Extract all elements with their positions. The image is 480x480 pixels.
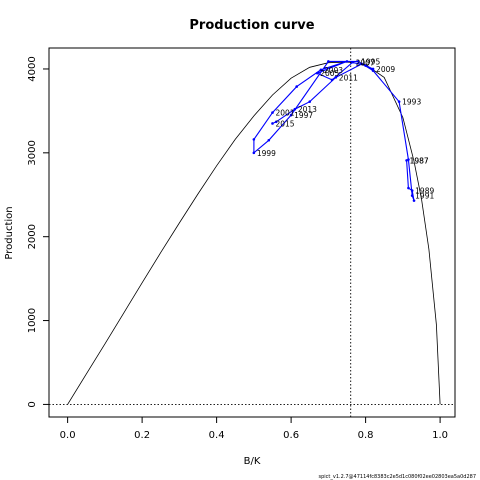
year-label: 2001 xyxy=(275,109,294,118)
observed-point-2014 xyxy=(274,120,278,124)
x-tick-label: 0.8 xyxy=(358,430,374,441)
observed-point-1990 xyxy=(412,199,416,202)
observed-point-1991 xyxy=(410,194,414,197)
observed-point-2004 xyxy=(345,60,349,63)
year-label: 1987 xyxy=(410,156,429,165)
plot-frame xyxy=(48,47,456,418)
year-label: 1987 xyxy=(410,156,429,165)
year-label: 1991 xyxy=(415,192,434,201)
year-label: 1999 xyxy=(257,149,276,158)
year-label: 2011 xyxy=(339,73,358,82)
x-tick-label: 0.4 xyxy=(209,430,225,441)
observed-point-1992 xyxy=(407,158,410,161)
observed-point-2010 xyxy=(360,62,364,66)
observed-point-1989 xyxy=(410,189,414,192)
observed-series-line xyxy=(253,60,415,201)
year-label: 2007 xyxy=(356,58,375,67)
fitted-production-curve xyxy=(67,61,441,405)
year-label: 2009 xyxy=(376,65,395,74)
y-axis: 0 1000 2000 3000 4000 xyxy=(27,56,49,408)
observed-point-2007 xyxy=(351,60,354,64)
y-tick-label: 0 xyxy=(27,401,38,407)
observed-point-2015 xyxy=(271,122,274,125)
y-tick-label: 2000 xyxy=(27,224,38,249)
observed-point-2006 xyxy=(330,78,334,82)
year-label: 2005 xyxy=(320,69,339,78)
year-label: 1993 xyxy=(402,98,421,107)
reference-lines xyxy=(49,48,455,417)
x-tick-label: 0.2 xyxy=(134,430,150,441)
observed-point-1995 xyxy=(356,60,360,63)
year-label: 2013 xyxy=(298,105,317,114)
y-tick-label: 3000 xyxy=(27,140,38,165)
observed-point-2002 xyxy=(295,85,298,88)
x-tick-label: 0.0 xyxy=(60,430,76,441)
observed-point-2011 xyxy=(334,76,338,79)
y-tick-label: 4000 xyxy=(27,56,38,81)
y-axis-label: Production xyxy=(4,206,15,259)
observed-point-2012 xyxy=(308,100,312,103)
observed-point-1988 xyxy=(407,186,410,190)
year-label: 1997 xyxy=(294,111,313,120)
observed-point-1996 xyxy=(327,60,330,63)
x-tick-label: 0.6 xyxy=(283,430,299,441)
observed-point-1993 xyxy=(397,100,401,103)
year-label: 1995 xyxy=(361,57,380,66)
observed-point-2001 xyxy=(271,111,274,114)
version-footnote: spict_v1.2.7@47114fc8383c2e5d1c080f02ee0… xyxy=(319,474,477,480)
observed-point-2000 xyxy=(252,138,256,141)
observed-point-2003 xyxy=(319,68,323,72)
year-label: 2015 xyxy=(275,119,294,128)
x-axis-label: B/K xyxy=(244,456,261,467)
observed-point-2013 xyxy=(293,107,297,111)
observed-point-1997 xyxy=(289,113,293,117)
observed-series xyxy=(252,60,416,202)
y-tick-label: 1000 xyxy=(27,308,38,333)
observed-point-1998 xyxy=(267,138,271,142)
production-curves xyxy=(67,61,441,405)
observed-point-1999 xyxy=(252,151,256,155)
year-labels: 1987198719891991199319951997199920012003… xyxy=(257,57,435,200)
observed-point-2008 xyxy=(364,64,367,67)
x-axis: 0.0 0.2 0.4 0.6 0.8 1.0 xyxy=(60,417,448,441)
observed-point-2009 xyxy=(371,67,375,71)
x-tick-label: 1.0 xyxy=(432,430,448,441)
chart-title: Production curve xyxy=(189,18,314,33)
observed-point-2005 xyxy=(315,71,319,75)
year-label: 2003 xyxy=(324,66,343,75)
year-label: 1989 xyxy=(415,187,434,196)
